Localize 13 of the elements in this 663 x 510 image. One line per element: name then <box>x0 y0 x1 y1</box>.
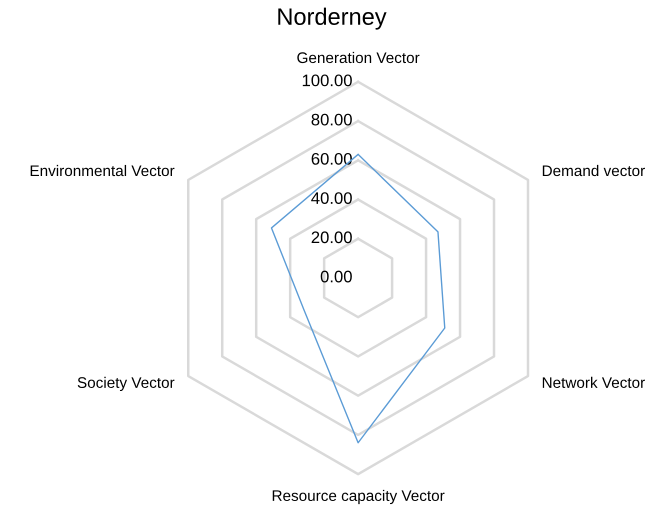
y-tick-label: 100.00 <box>302 74 352 86</box>
y-tick-label: 80.00 <box>312 114 352 126</box>
y-tick-label: 0.00 <box>320 270 352 282</box>
y-tick-label: 40.00 <box>311 192 352 204</box>
chart-title: Norderney <box>278 8 387 30</box>
spoke-label: Society Vector <box>78 376 174 392</box>
spoke-label: Environmental Vector <box>30 164 174 176</box>
y-tick-label: 20.00 <box>312 231 352 244</box>
spoke-label: Network Vector <box>542 376 645 388</box>
spoke-label: Demand vector <box>542 164 645 176</box>
spoke-label: Generation Vector <box>297 52 420 64</box>
y-tick-label: 60.00 <box>312 152 352 165</box>
spoke-label: Resource capacity Vector <box>272 490 444 504</box>
